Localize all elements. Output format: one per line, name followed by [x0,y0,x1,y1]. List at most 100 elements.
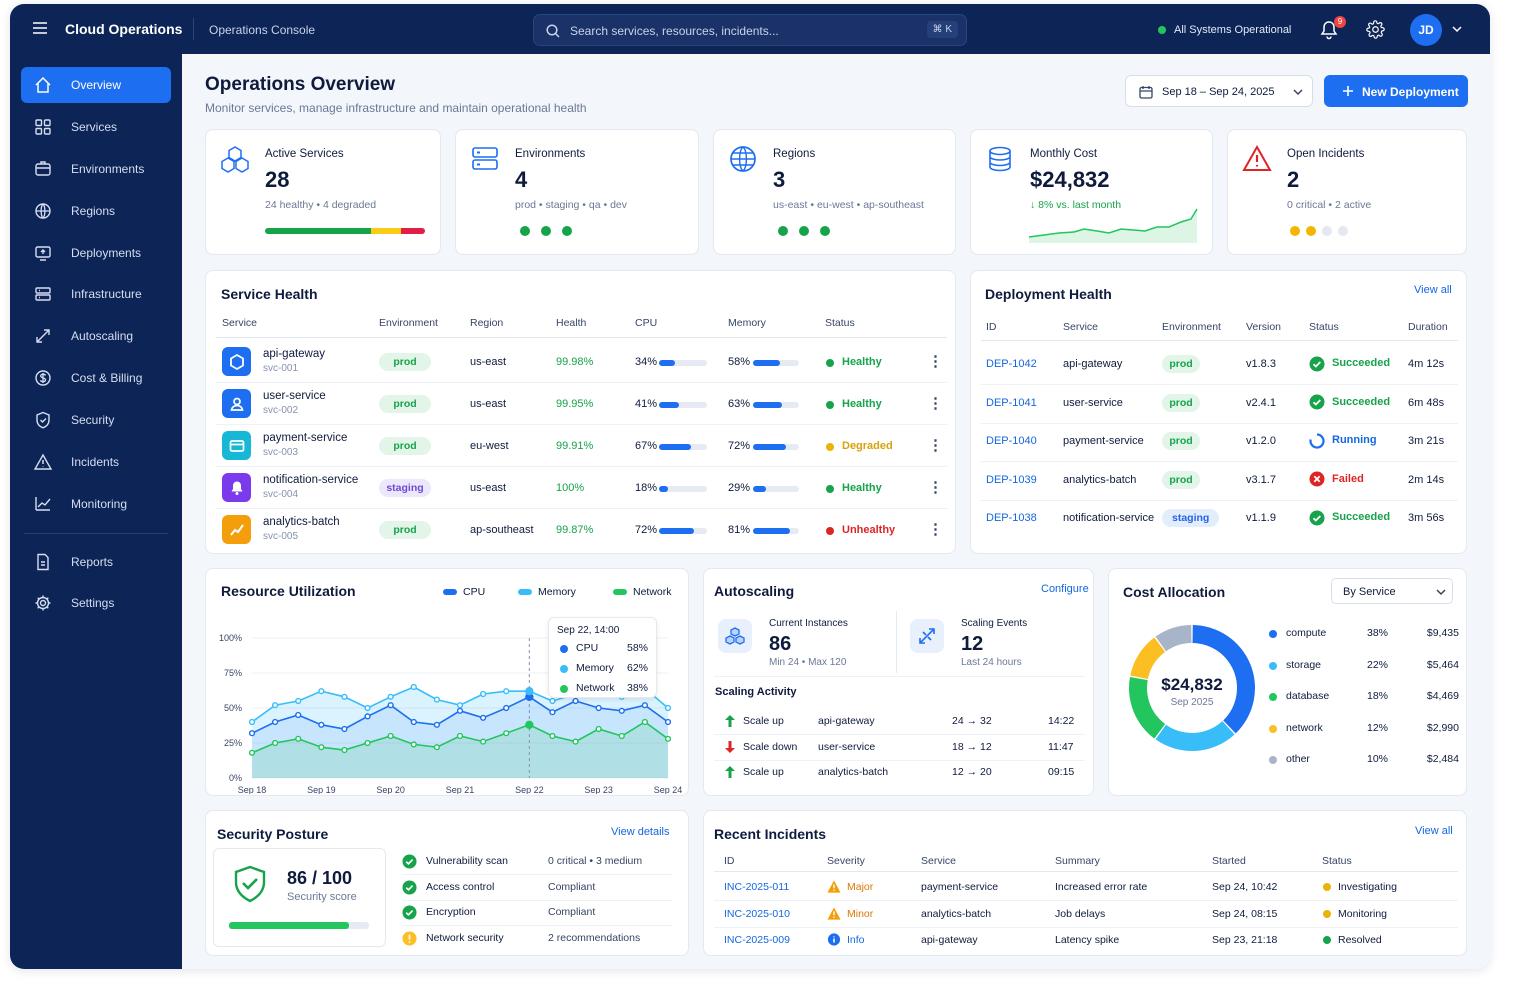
data-point[interactable] [572,738,579,745]
table-row[interactable]: DEP-1040 payment-service prod v1.2.0 Running… [971,426,1468,460]
data-point[interactable] [318,721,325,728]
data-point[interactable] [480,714,487,721]
data-point[interactable] [456,702,464,709]
cost-legend-row[interactable]: database 18% $4,469 [1269,688,1459,708]
data-point[interactable] [572,697,579,705]
table-row[interactable]: INC-2025-010 Minor analytics-batch Job dela… [704,902,1468,926]
data-point[interactable] [664,735,672,742]
data-point[interactable] [318,688,325,695]
view-details-link[interactable]: View details [611,826,670,838]
scaling-activity-row[interactable]: Scale up api-gateway 24 → 32 14:22 [704,711,1095,733]
configure-link[interactable]: Configure [1041,583,1089,595]
incident-id-link[interactable]: INC-2025-011 [724,881,790,893]
data-point[interactable] [295,735,302,742]
sidebar-item-deployments[interactable]: Deployments [21,235,171,271]
more-options-icon[interactable]: ⋮ [928,395,943,412]
data-point[interactable] [549,732,556,740]
data-point[interactable] [295,697,302,705]
group-by-select[interactable]: By Service [1331,578,1453,604]
table-row[interactable]: DEP-1039 analytics-batch prod v3.1.7 Failed 2… [971,465,1468,499]
service-name[interactable]: api-gateway [263,348,326,360]
more-options-icon[interactable]: ⋮ [928,479,943,496]
data-point[interactable] [341,725,348,733]
sidebar-item-cost-billing[interactable]: Cost & Billing [21,360,171,396]
donut-slice-other[interactable] [1155,625,1192,652]
data-point[interactable] [503,704,510,712]
data-point[interactable] [549,697,556,705]
data-point[interactable] [480,690,487,698]
table-row[interactable]: DEP-1041 user-service prod v2.4.1 Succeeded 6… [971,388,1468,422]
scaling-activity-row[interactable]: Scale down user-service 18 → 12 11:47 [704,737,1095,759]
data-point[interactable] [387,693,394,700]
deployment-id-link[interactable]: DEP-1039 [986,473,1037,486]
data-point[interactable] [341,746,348,754]
cost-legend-row[interactable]: network 12% $2,990 [1269,720,1459,740]
table-row[interactable]: DEP-1038 notification-service staging v1.1.… [971,503,1468,537]
cost-legend-row[interactable]: other 10% $2,484 [1269,751,1459,771]
data-point[interactable] [618,732,625,740]
sidebar-item-reports[interactable]: Reports [21,544,171,580]
service-name[interactable]: payment-service [263,432,348,444]
view-all-link[interactable]: View all [1414,284,1452,296]
table-row[interactable]: api-gateway svc-001 prod us-east 99.98% 34% 58… [206,345,957,383]
more-options-icon[interactable]: ⋮ [928,521,943,538]
data-point[interactable] [387,732,394,740]
data-point[interactable] [503,730,510,737]
data-point[interactable] [503,688,510,695]
sidebar-item-incidents[interactable]: Incidents [21,444,171,480]
sidebar-item-infrastructure[interactable]: Infrastructure [21,276,171,312]
donut-slice-database[interactable] [1129,676,1166,739]
data-point[interactable] [248,749,256,756]
data-point[interactable] [480,738,487,745]
donut-slice-network[interactable] [1130,637,1166,680]
data-point[interactable] [525,686,534,696]
data-point[interactable] [364,713,371,720]
data-point[interactable] [433,721,440,728]
data-point[interactable] [364,739,371,747]
sidebar-item-settings[interactable]: Settings [21,585,171,621]
scaling-activity-row[interactable]: Scale up analytics-batch 12 → 20 09:15 [704,762,1095,784]
sidebar-item-monitoring[interactable]: Monitoring [21,486,171,522]
chevron-down-icon[interactable] [1452,26,1462,33]
table-row[interactable]: user-service svc-002 prod us-east 99.95% 41% 6… [206,387,957,425]
search-input[interactable]: Search services, resources, incidents... [570,24,779,38]
sidebar-item-overview[interactable]: Overview [21,67,171,103]
menu-icon[interactable] [32,21,48,35]
table-row[interactable]: analytics-batch svc-005 prod ap-southeast 99… [206,513,957,551]
cost-legend-row[interactable]: compute 38% $9,435 [1269,625,1459,645]
service-name[interactable]: user-service [263,390,326,402]
deployment-id-link[interactable]: DEP-1040 [986,435,1037,447]
incident-id-link[interactable]: INC-2025-009 [724,934,790,946]
data-point[interactable] [664,718,672,726]
data-point[interactable] [387,702,394,709]
deployment-id-link[interactable]: DEP-1038 [986,512,1037,524]
table-row[interactable]: notification-service svc-004 staging us-eas… [206,471,957,509]
bell-icon[interactable] [1320,20,1338,40]
data-point[interactable] [410,683,417,691]
data-point[interactable] [341,693,348,700]
avatar[interactable]: JD [1410,14,1442,46]
security-check-row[interactable]: Access control Compliant [402,877,672,899]
sidebar-item-services[interactable]: Services [21,109,171,145]
data-point[interactable] [641,718,648,726]
sidebar-item-environments[interactable]: Environments [21,151,171,187]
sidebar-item-autoscaling[interactable]: Autoscaling [21,318,171,354]
data-point[interactable] [272,739,279,747]
service-name[interactable]: analytics-batch [263,516,340,528]
data-point[interactable] [525,720,534,730]
security-check-row[interactable]: Network security 2 recommendations [402,928,672,950]
security-check-row[interactable]: Encryption Compliant [402,902,672,924]
data-point[interactable] [641,702,648,709]
data-point[interactable] [595,704,602,712]
search-bar[interactable]: Search services, resources, incidents...… [533,14,967,46]
data-point[interactable] [664,704,672,712]
data-point[interactable] [318,744,325,751]
deployment-id-link[interactable]: DEP-1042 [986,358,1037,370]
deployment-id-link[interactable]: DEP-1041 [986,396,1037,409]
data-point[interactable] [248,730,256,737]
table-row[interactable]: DEP-1042 api-gateway prod v1.8.3 Succeeded 4m… [971,349,1468,383]
view-all-link[interactable]: View all [1415,825,1453,837]
security-check-row[interactable]: Vulnerability scan 0 critical • 3 medium [402,851,672,873]
sidebar-item-regions[interactable]: Regions [21,193,171,229]
cost-legend-row[interactable]: storage 22% $5,464 [1269,657,1459,677]
